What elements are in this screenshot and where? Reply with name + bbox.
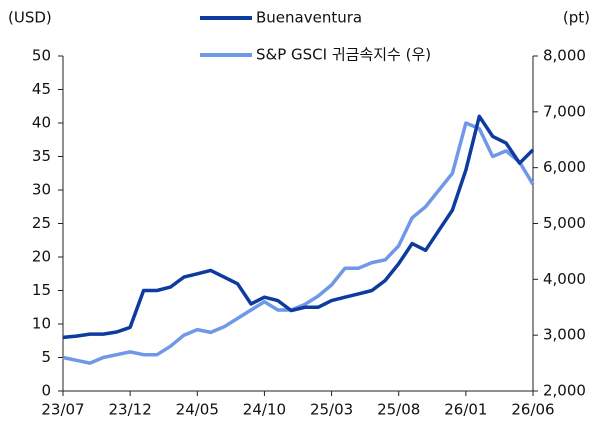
y2-tick-label: 6,000 bbox=[543, 158, 586, 176]
y-tick-label: 5 bbox=[41, 348, 51, 366]
y2-tick-label: 8,000 bbox=[543, 47, 586, 65]
x-tick-label: 25/03 bbox=[310, 401, 353, 419]
legend-label: S&P GSCI 귀금속지수 (우) bbox=[256, 46, 431, 64]
x-tick-label: 24/05 bbox=[176, 401, 219, 419]
series-line bbox=[62, 121, 535, 365]
y-tick-label: 35 bbox=[32, 147, 51, 165]
y-tick-label: 45 bbox=[32, 80, 51, 98]
y-tick-label: 25 bbox=[32, 214, 51, 232]
x-tick-label: 26/06 bbox=[511, 401, 554, 419]
y2-tick-label: 2,000 bbox=[543, 382, 586, 400]
y-tick-label: 50 bbox=[32, 47, 51, 65]
y2-tick-label: 7,000 bbox=[543, 102, 586, 120]
y-axis-label: (USD) bbox=[8, 9, 52, 27]
legend-label: Buenaventura bbox=[256, 9, 362, 27]
y-tick-label: 40 bbox=[32, 114, 51, 132]
y2-tick-label: 4,000 bbox=[543, 270, 586, 288]
y-tick-label: 10 bbox=[32, 315, 51, 333]
y-tick-label: 30 bbox=[32, 181, 51, 199]
y2-tick-label: 3,000 bbox=[543, 326, 586, 344]
y2-tick-label: 5,000 bbox=[543, 214, 586, 232]
y2-axis-label: (pt) bbox=[563, 9, 590, 27]
series-line bbox=[62, 114, 535, 340]
x-tick-label: 24/10 bbox=[243, 401, 286, 419]
x-tick-label: 25/08 bbox=[377, 401, 420, 419]
x-tick-label: 23/12 bbox=[109, 401, 152, 419]
y-tick-label: 0 bbox=[41, 382, 51, 400]
x-tick-label: 23/07 bbox=[41, 401, 84, 419]
y-tick-label: 15 bbox=[32, 281, 51, 299]
y-tick-label: 20 bbox=[32, 248, 51, 266]
x-tick-label: 26/01 bbox=[444, 401, 487, 419]
